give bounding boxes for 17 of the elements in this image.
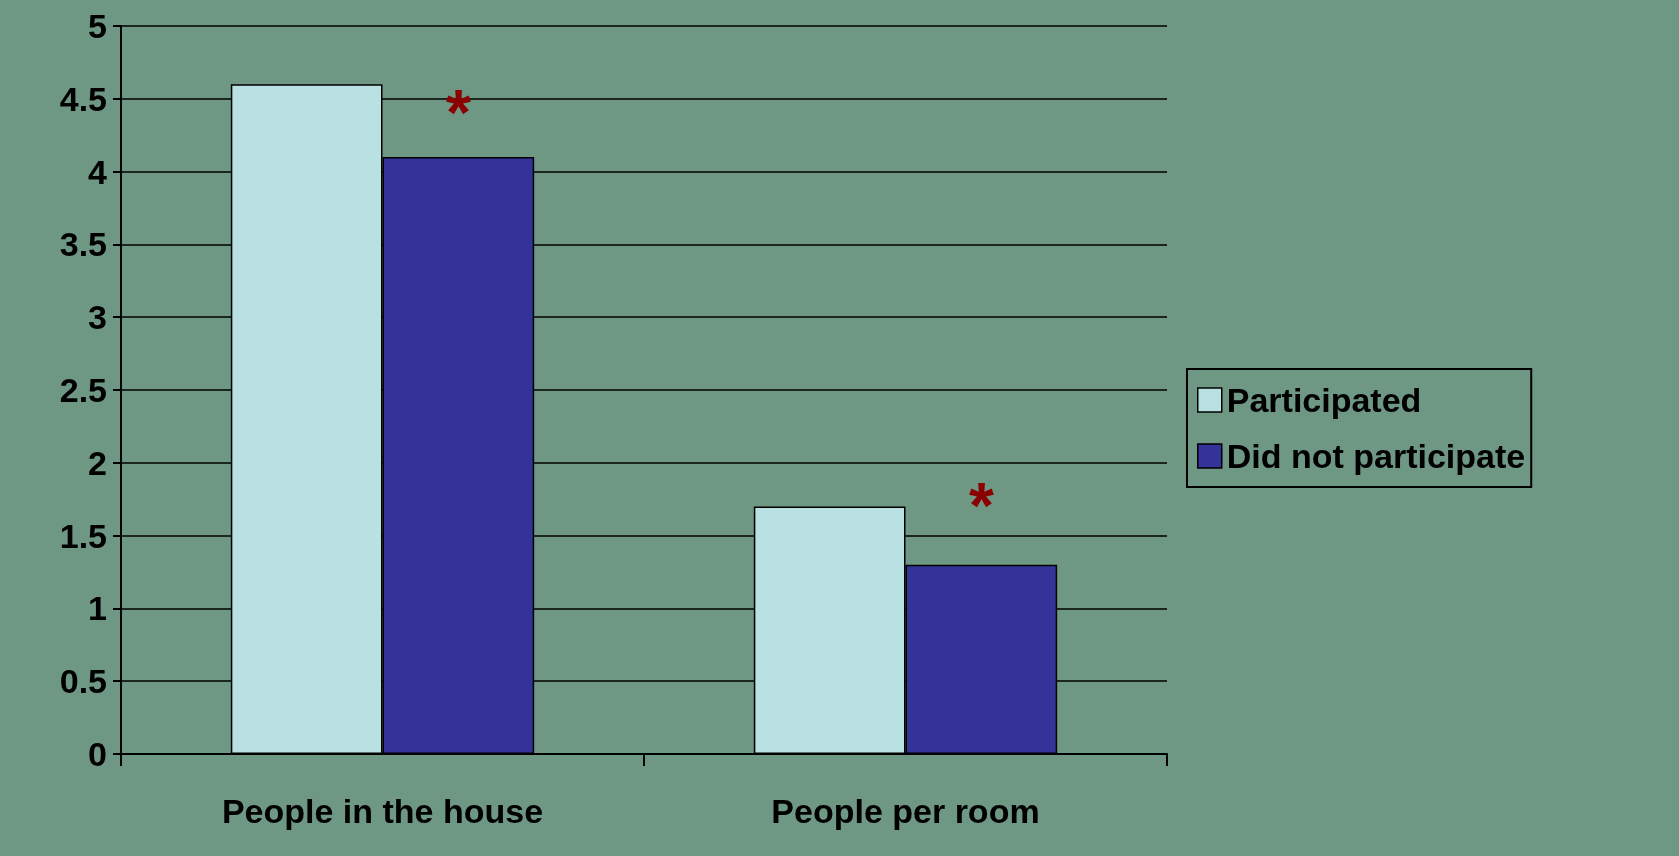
annotation: * — [968, 470, 994, 543]
x-tick-label: People in the house — [221, 792, 544, 830]
annotation: * — [445, 77, 471, 150]
legend-label: Participated — [1226, 381, 1422, 419]
y-tick-label: 0.5 — [59, 662, 107, 701]
legend-label: Did not participate — [1226, 437, 1526, 475]
y-tick-label: 1 — [88, 589, 107, 628]
y-tick-label: 4 — [88, 152, 108, 191]
y-tick-label: 5 — [88, 7, 107, 45]
y-tick-label: 4.5 — [59, 79, 107, 118]
y-tick-label: 2 — [88, 443, 107, 482]
y-tick-label: 3 — [88, 298, 107, 337]
x-tick-label: People per room — [771, 792, 1040, 830]
y-tick-label: 3.5 — [59, 225, 107, 264]
y-tick-label: 2.5 — [59, 371, 107, 409]
y-tick-label: 0 — [88, 735, 107, 773]
y-tick-label: 1.5 — [59, 516, 107, 555]
